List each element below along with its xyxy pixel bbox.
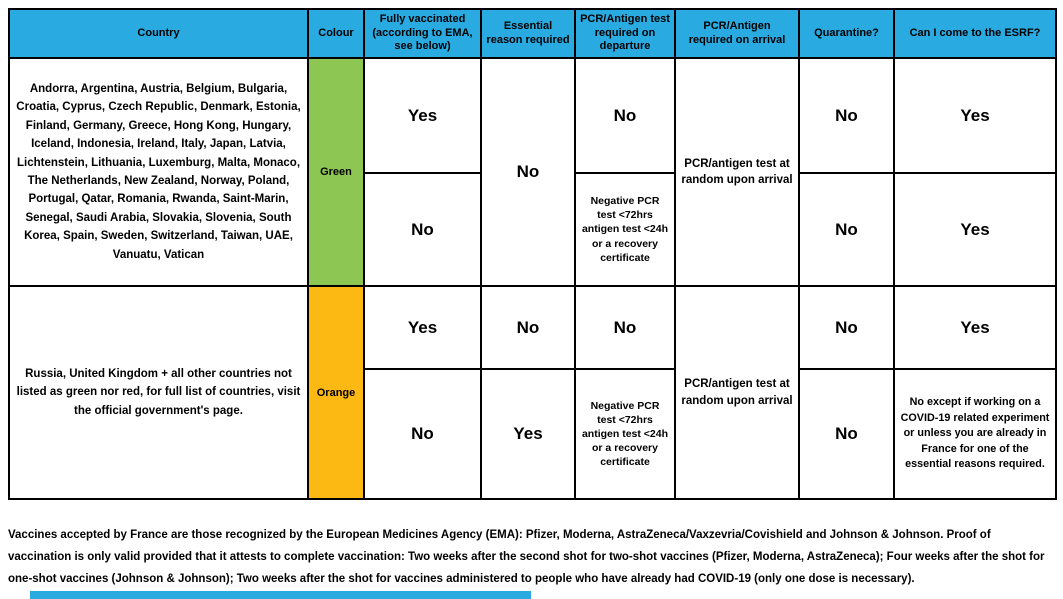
partial-next-table-header-bar <box>30 591 531 599</box>
orange-quarantine-vaccinated-cell: No <box>798 285 895 370</box>
col-header-country: Country <box>8 8 309 59</box>
orange-colour-cell: Orange <box>307 285 365 500</box>
orange-countries-cell: Russia, United Kingdom + all other count… <box>8 285 309 500</box>
green-countries-cell: Andorra, Argentina, Austria, Belgium, Bu… <box>8 57 309 287</box>
orange-esrf-unvaccinated-cell: No except if working on a COVID-19 relat… <box>893 368 1057 500</box>
covid-travel-rules-table: Country Colour Fully vaccinated (accordi… <box>8 8 1057 500</box>
col-header-essential-reason: Essential reason required <box>480 8 576 59</box>
col-header-pcr-departure: PCR/Antigen test required on departure <box>574 8 676 59</box>
green-departure-vaccinated-cell: No <box>574 57 676 174</box>
footnote-text: Vaccines accepted by France are those re… <box>8 529 1045 585</box>
green-esrf-unvaccinated-cell: Yes <box>893 172 1057 287</box>
orange-row-vaccinated: Russia, United Kingdom + all other count… <box>8 285 1057 500</box>
green-esrf-vaccinated-cell: Yes <box>893 57 1057 174</box>
orange-vaccinated-yes-cell: Yes <box>363 285 482 370</box>
orange-row-unvaccinated: No Yes Negative PCR test <72hrs antigen … <box>9 368 1057 500</box>
green-quarantine-vaccinated-cell: No <box>798 57 895 174</box>
orange-essential-vaccinated-cell: No <box>480 285 576 370</box>
orange-departure-unvaccinated-cell: Negative PCR test <72hrs antigen test <2… <box>574 368 676 500</box>
green-quarantine-unvaccinated-cell: No <box>798 172 895 287</box>
green-vaccinated-no-cell: No <box>363 172 482 287</box>
orange-departure-vaccinated-cell: No <box>574 285 676 370</box>
green-row-vaccinated: Andorra, Argentina, Austria, Belgium, Bu… <box>8 57 1057 287</box>
orange-arrival-cell: PCR/antigen test at random upon arrival <box>674 285 800 500</box>
green-departure-unvaccinated-cell: Negative PCR test <72hrs antigen test <2… <box>574 172 676 287</box>
col-header-colour: Colour <box>307 8 365 59</box>
col-header-can-i-come: Can I come to the ESRF? <box>893 8 1057 59</box>
orange-quarantine-unvaccinated-cell: No <box>798 368 895 500</box>
green-row-unvaccinated: No Negative PCR test <72hrs antigen test… <box>9 172 1057 287</box>
green-vaccinated-yes-cell: Yes <box>363 57 482 174</box>
orange-essential-unvaccinated-cell: Yes <box>480 368 576 500</box>
orange-esrf-vaccinated-cell: Yes <box>893 285 1057 370</box>
col-header-quarantine: Quarantine? <box>798 8 895 59</box>
col-header-pcr-arrival: PCR/Antigen required on arrival <box>674 8 800 59</box>
header-row: Country Colour Fully vaccinated (accordi… <box>8 8 1057 59</box>
green-arrival-cell: PCR/antigen test at random upon arrival <box>674 57 800 287</box>
orange-vaccinated-no-cell: No <box>363 368 482 500</box>
col-header-fully-vaccinated: Fully vaccinated (according to EMA, see … <box>363 8 482 59</box>
green-colour-cell: Green <box>307 57 365 287</box>
green-essential-cell: No <box>480 57 576 287</box>
